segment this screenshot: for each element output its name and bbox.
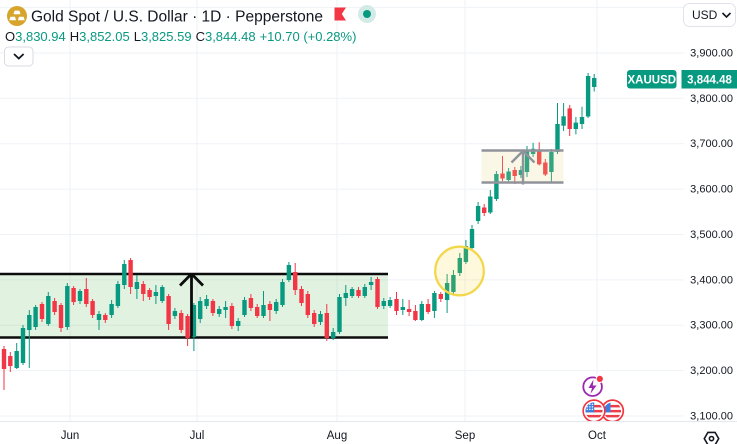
svg-text:3,200.00: 3,200.00	[690, 365, 733, 377]
svg-text:3,500.00: 3,500.00	[690, 229, 733, 241]
svg-text:XAUUSD: XAUUSD	[628, 75, 677, 87]
svg-text:3,400.00: 3,400.00	[690, 274, 733, 286]
svg-text:3,600.00: 3,600.00	[690, 184, 733, 196]
svg-text:Jun: Jun	[61, 430, 80, 442]
svg-text:3,844.48: 3,844.48	[687, 75, 732, 87]
svg-text:3,300.00: 3,300.00	[690, 320, 733, 332]
svg-text:Oct: Oct	[588, 430, 607, 442]
svg-text:Aug: Aug	[327, 430, 347, 442]
svg-text:3,700.00: 3,700.00	[690, 138, 733, 150]
svg-text:3,800.00: 3,800.00	[690, 93, 733, 105]
svg-text:USD: USD	[692, 8, 718, 22]
svg-text:Jul: Jul	[190, 430, 205, 442]
svg-text:3,900.00: 3,900.00	[690, 48, 733, 60]
svg-text:3,100.00: 3,100.00	[690, 411, 733, 423]
svg-text:Gold Spot / U.S. Dollar · 1D ·: Gold Spot / U.S. Dollar · 1D · Peppersto…	[31, 9, 323, 26]
svg-text:Sep: Sep	[455, 430, 475, 442]
